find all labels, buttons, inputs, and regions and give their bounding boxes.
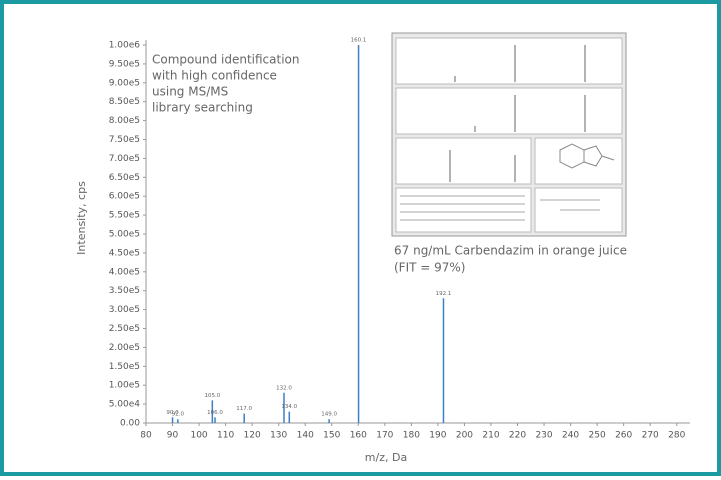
peak-label: 90.0 [166, 410, 179, 416]
x-tick-label: 170 [376, 431, 393, 441]
x-tick-label: 90 [167, 431, 179, 441]
y-tick-label: 6.50e5 [109, 173, 140, 183]
peak-label: 105.0 [204, 393, 220, 399]
x-tick-label: 270 [642, 431, 659, 441]
x-tick-label: 280 [668, 431, 685, 441]
y-tick-label: 9.50e5 [109, 59, 140, 69]
peak-label: 149.0 [321, 412, 337, 418]
x-tick-label: 210 [482, 431, 499, 441]
y-tick-label: 3.00e5 [109, 305, 140, 315]
x-tick-label: 120 [244, 431, 261, 441]
y-tick-label: 5.50e5 [109, 211, 140, 221]
x-tick-label: 200 [456, 431, 473, 441]
x-tick-label: 140 [297, 431, 314, 441]
x-tick-label: 130 [270, 431, 287, 441]
peak-label: 192.1 [436, 291, 452, 297]
y-tick-label: 6.00e5 [109, 192, 140, 202]
peak-label: 92.0 [172, 412, 185, 418]
x-tick-label: 220 [509, 431, 526, 441]
y-tick-label: 2.50e5 [109, 324, 140, 334]
y-tick-label: 1.00e5 [109, 381, 140, 391]
y-tick-label: 7.00e5 [109, 154, 140, 164]
x-tick-label: 180 [403, 431, 420, 441]
x-tick-label: 160 [350, 431, 367, 441]
y-tick-label: 1.00e6 [109, 41, 141, 51]
y-tick-label: 8.50e5 [109, 97, 140, 107]
annotation: with high confidence [152, 69, 277, 83]
peak-label: 132.0 [276, 385, 292, 391]
annotation: library searching [152, 101, 253, 115]
y-tick-label: 9.00e5 [109, 78, 140, 88]
x-tick-label: 150 [323, 431, 340, 441]
y-tick-label: 3.50e5 [109, 286, 140, 296]
peak-label: 134.0 [281, 404, 297, 410]
y-tick-label: 5.00e4 [109, 400, 141, 410]
x-axis-title: m/z, Da [365, 451, 407, 464]
y-tick-label: 1.50e5 [109, 362, 140, 372]
y-tick-label: 5.00e5 [109, 230, 140, 240]
annotation: Compound identification [152, 53, 300, 67]
y-tick-label: 0.00 [120, 419, 140, 429]
peak-label: 160.1 [351, 38, 367, 44]
inset-screenshot [391, 32, 627, 237]
x-tick-label: 190 [429, 431, 446, 441]
y-axis-title: Intensity, cps [75, 181, 88, 255]
y-tick-label: 2.00e5 [109, 343, 140, 353]
caption: 67 ng/mL Carbendazim in orange juice [394, 244, 627, 258]
peak-label: 106.0 [207, 410, 223, 416]
x-tick-label: 240 [562, 431, 579, 441]
x-tick-label: 260 [615, 431, 632, 441]
y-tick-label: 4.50e5 [109, 248, 140, 258]
caption: (FIT = 97%) [394, 261, 466, 275]
x-tick-label: 230 [535, 431, 552, 441]
y-tick-label: 4.00e5 [109, 267, 140, 277]
annotation: using MS/MS [152, 85, 228, 99]
x-tick-label: 250 [589, 431, 606, 441]
peak-label: 117.0 [236, 406, 252, 412]
y-tick-label: 8.00e5 [109, 116, 140, 126]
x-tick-label: 80 [140, 431, 152, 441]
x-tick-label: 110 [217, 431, 234, 441]
x-tick-label: 100 [190, 431, 207, 441]
y-tick-label: 7.50e5 [109, 135, 140, 145]
